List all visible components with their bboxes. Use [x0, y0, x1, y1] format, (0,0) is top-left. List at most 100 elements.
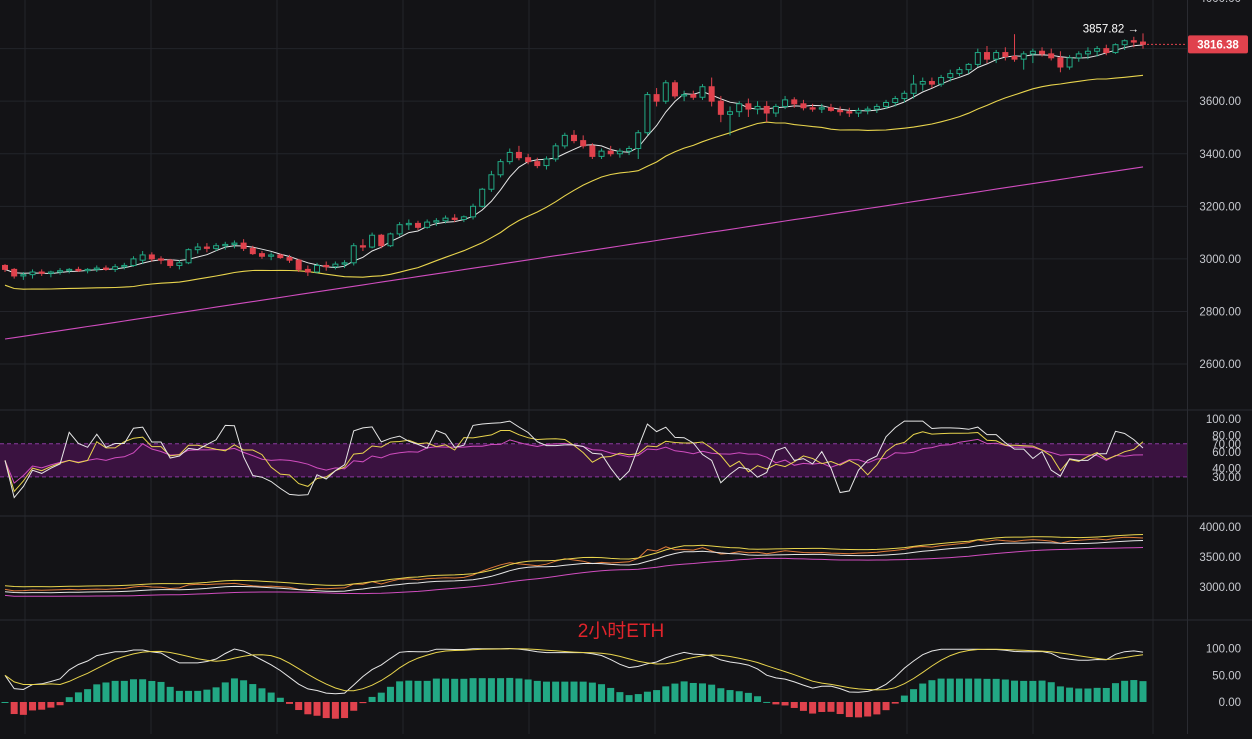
osc-histogram-bar [396, 681, 404, 702]
osc-histogram-bar [607, 687, 615, 702]
rsi-tick-label: 60.00 [1212, 447, 1241, 459]
osc-histogram-bar [157, 681, 165, 702]
osc-histogram-bar [286, 702, 293, 704]
candle-body [928, 80, 935, 85]
osc-histogram-bar [653, 690, 661, 702]
osc-histogram-bar [818, 702, 826, 712]
osc-histogram-bar [258, 688, 266, 702]
osc-histogram-bar [102, 682, 110, 702]
candle-body [561, 134, 568, 147]
price-axis[interactable]: 2600.00 2800.00 3000.00 3200.00 3400.00 3600.… [1188, 0, 1248, 709]
candle-body [167, 259, 174, 266]
candle-body [66, 268, 73, 272]
osc-histogram-bar [129, 679, 137, 702]
candle-body [607, 150, 614, 155]
candle-body [662, 82, 669, 102]
candle-body [396, 224, 403, 235]
osc-histogram-bar [10, 702, 18, 715]
rsi-tick-label: 30.00 [1212, 472, 1241, 484]
candle-body [75, 268, 82, 272]
osc-histogram-bar [331, 702, 339, 719]
osc-histogram-bar [1130, 680, 1138, 702]
candle-body [148, 254, 155, 260]
osc-histogram-bar [873, 702, 881, 715]
candle-body [947, 73, 954, 79]
price-tick-label: 3000.00 [1199, 254, 1241, 266]
osc-histogram-bar [735, 691, 743, 702]
candle-body [1066, 57, 1073, 68]
osc-histogram-bar [717, 688, 725, 702]
candle-body [286, 257, 293, 261]
candle-body [763, 105, 770, 114]
candle-body [506, 151, 513, 163]
secondary-price-line [4, 536, 1144, 592]
candle-body [745, 103, 752, 110]
price-tick-label: 3200.00 [1199, 201, 1241, 213]
candle-body [1084, 50, 1091, 55]
osc-histogram-bar [221, 682, 229, 702]
osc-histogram-bar [588, 682, 596, 702]
candle-body [203, 246, 210, 249]
candle-body [323, 264, 330, 268]
osc-histogram-bar [1, 702, 9, 703]
osc-histogram-bar [469, 678, 477, 702]
candle-body [580, 140, 587, 147]
candle-body [424, 221, 431, 228]
rsi-tick-label: 70.00 [1212, 439, 1241, 451]
osc-histogram-bar [937, 678, 945, 702]
osc-histogram-bar [414, 680, 422, 702]
ma-slow-line [4, 166, 1144, 340]
osc-histogram-bar [1139, 681, 1147, 702]
osc-histogram-bar [497, 678, 505, 702]
osc-histogram-bar [38, 702, 46, 710]
osc-histogram-bar [230, 678, 238, 702]
osc-histogram-bar [1029, 680, 1037, 702]
candle-body [993, 52, 1000, 60]
secondary-tick-label: 4000.00 [1199, 522, 1241, 534]
osc-histogram-bar [249, 684, 257, 702]
candle-body [121, 264, 128, 268]
candle-body [1048, 53, 1055, 59]
secondary-lower-line [4, 547, 1144, 597]
candle-body [295, 259, 302, 270]
osc-histogram-bar [1075, 688, 1083, 702]
osc-histogram-bar [689, 682, 697, 702]
series-layer: 3857.82 → [1, 23, 1187, 719]
candle-body [1103, 48, 1110, 54]
osc-histogram-bar [671, 683, 679, 702]
osc-histogram-bar [1121, 680, 1129, 702]
candle-body [671, 82, 678, 97]
candle-body [1057, 57, 1064, 68]
osc-histogram-bar [542, 681, 550, 702]
osc-histogram-bar [1056, 686, 1064, 702]
osc-histogram-bar [478, 678, 486, 702]
osc-histogram-bar [203, 689, 211, 702]
osc-histogram-bar [386, 686, 394, 702]
osc-histogram-bar [882, 702, 890, 711]
rsi-fast-line [4, 420, 1144, 499]
price-tick-label: 2800.00 [1199, 306, 1241, 318]
osc-histogram-bar [1111, 683, 1119, 702]
candle-body [497, 161, 504, 176]
osc-histogram-bar [552, 681, 560, 702]
osc-histogram-bar [368, 696, 376, 702]
candle-body [717, 100, 724, 115]
osc-histogram-bar [451, 678, 459, 702]
osc-histogram-bar [680, 681, 688, 702]
osc-histogram-bar [19, 702, 27, 715]
ma-mid-line [4, 74, 1144, 290]
candle-body [800, 103, 807, 109]
osc-histogram-bar [845, 702, 853, 718]
osc-histogram-bar [1020, 680, 1028, 702]
osc-histogram-bar [928, 680, 936, 702]
osc-histogram-bar [506, 677, 514, 702]
osc-histogram-bar [1102, 687, 1110, 702]
osc-histogram-bar [1084, 688, 1092, 702]
osc-histogram-bar [377, 692, 385, 702]
candle-body [258, 253, 265, 257]
osc-histogram-bar [350, 702, 358, 711]
candle-body [901, 92, 908, 100]
candle-body [1094, 48, 1101, 52]
